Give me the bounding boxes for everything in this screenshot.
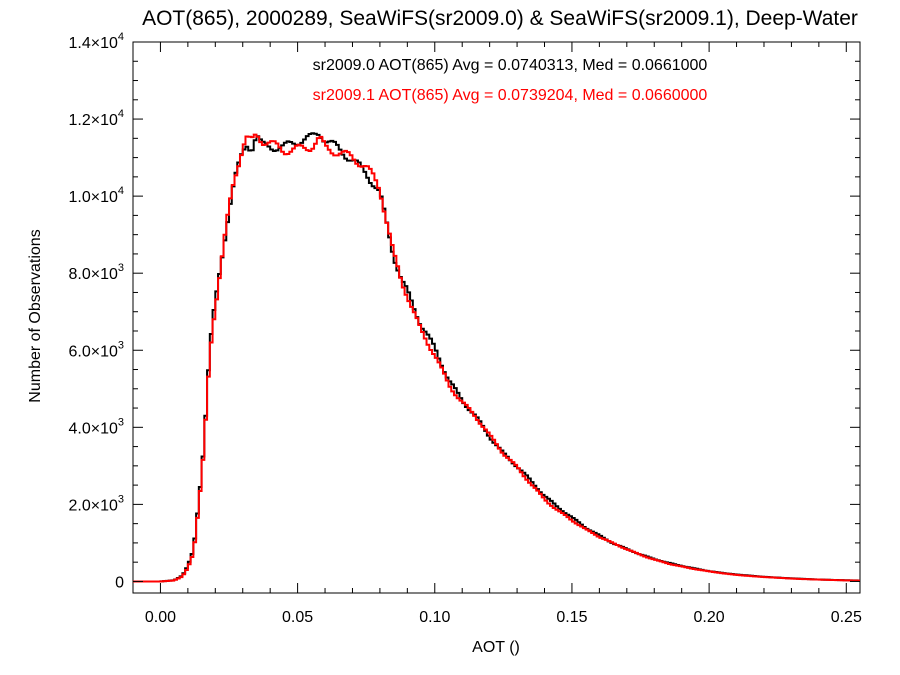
annotation-sr2009-1: sr2009.1 AOT(865) Avg = 0.0739204, Med =… xyxy=(313,87,708,104)
y-tick-label: 1.2×104 xyxy=(68,108,124,129)
x-tick-label: 0.25 xyxy=(831,609,862,626)
y-tick-label: 2.0×103 xyxy=(68,493,124,514)
x-axis: 0.00 0.05 0.10 0.15 0.20 0.25 xyxy=(145,42,862,626)
x-tick-label: 0.05 xyxy=(282,609,313,626)
series-line-1 xyxy=(133,133,860,583)
y-tick-label: 4.0×103 xyxy=(68,416,124,437)
x-tick-label: 0.10 xyxy=(419,609,450,626)
x-tick-label: 0.15 xyxy=(556,609,587,626)
y-tick-label: 0 xyxy=(115,574,124,591)
series-line-0 xyxy=(133,132,860,583)
plot-frame xyxy=(132,41,861,594)
annotation-sr2009-0: sr2009.0 AOT(865) Avg = 0.0740313, Med =… xyxy=(313,57,708,74)
plot-area xyxy=(132,41,861,594)
x-tick-label: 0.00 xyxy=(145,609,176,626)
chart-title: AOT(865), 2000289, SeaWiFS(sr2009.0) & S… xyxy=(142,7,858,30)
x-axis-label: AOT () xyxy=(472,639,520,656)
y-tick-label: 8.0×103 xyxy=(68,262,124,283)
y-axis-label: Number of Observations xyxy=(27,229,44,402)
y-tick-label: 6.0×103 xyxy=(68,339,124,360)
series-layer xyxy=(133,132,860,583)
y-tick-label: 1.0×104 xyxy=(68,185,124,206)
y-tick-label: 1.4×104 xyxy=(68,31,124,52)
y-axis: 0 2.0×103 4.0×103 6.0×103 8.0×103 1.0×104 1.2×… xyxy=(68,31,860,591)
x-tick-label: 0.20 xyxy=(694,609,725,626)
